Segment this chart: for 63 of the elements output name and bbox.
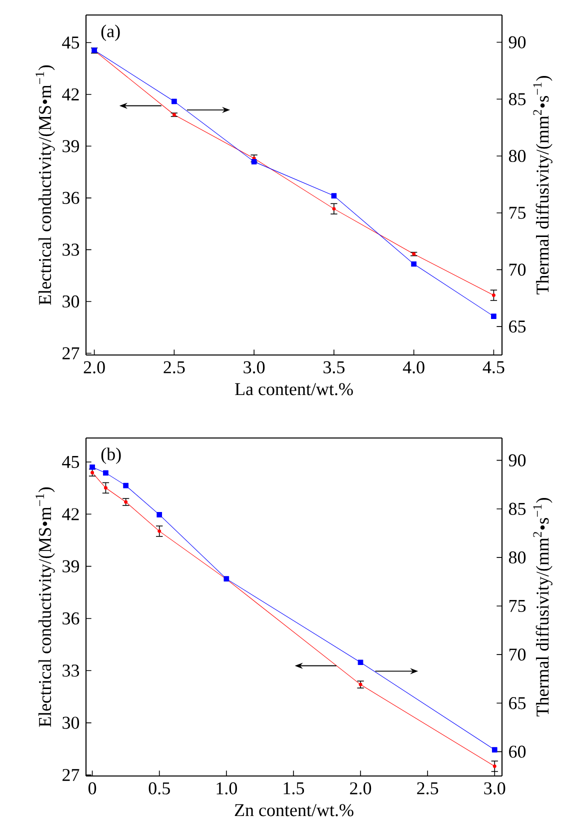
y2-tick-label: 75 bbox=[509, 600, 526, 612]
annotation: (b) bbox=[101, 448, 121, 464]
y-tick-label: 36 bbox=[62, 612, 80, 625]
y2-tick-label: 70 bbox=[509, 264, 526, 276]
point bbox=[172, 98, 177, 104]
point bbox=[411, 261, 416, 267]
x-tick-label: 4.5 bbox=[482, 361, 504, 374]
y-tick-label: 42 bbox=[62, 508, 79, 520]
y-axis-title: Electrical conductivity/(MS•m$^{−1}$) bbox=[36, 487, 55, 727]
y2-tick-label: 70 bbox=[509, 648, 526, 661]
y-tick-label: 45 bbox=[62, 36, 80, 49]
y2-axis-title: Thermal diffusivity/(mm$^{2}$•s$^{−1}$) bbox=[533, 76, 552, 294]
x-axis-title: Zn content/wt.% bbox=[234, 804, 354, 816]
x-axis-title: La content/wt.% bbox=[235, 383, 353, 396]
y2-tick-label: 80 bbox=[508, 551, 526, 564]
y-tick-label: 33 bbox=[62, 244, 80, 256]
x-tick-label: 3.5 bbox=[324, 361, 344, 374]
y2-tick-label: 80 bbox=[508, 150, 526, 162]
point bbox=[158, 529, 162, 533]
x-tick-label: 2.0 bbox=[350, 782, 372, 794]
point bbox=[492, 747, 498, 752]
y-tick-label: 33 bbox=[62, 664, 80, 677]
x-tick-label: 2.0 bbox=[84, 361, 105, 374]
y-tick-label: 30 bbox=[62, 295, 80, 308]
y2-tick-label: 90 bbox=[508, 36, 526, 48]
y2-tick-label: 85 bbox=[508, 93, 526, 106]
x-tick-label: 4.0 bbox=[402, 361, 424, 374]
x-tick-label: 3.0 bbox=[244, 361, 265, 374]
y-tick-label: 39 bbox=[62, 560, 79, 572]
y2-axis-title: Thermal diffusivity/(mm$^{2}$•s$^{−1}$) bbox=[533, 498, 552, 716]
x-tick-label: 2.5 bbox=[417, 782, 438, 794]
annotation: (a) bbox=[101, 24, 120, 41]
point bbox=[90, 464, 95, 470]
point bbox=[491, 314, 496, 319]
y-tick-label: 30 bbox=[62, 716, 80, 729]
y2-tick-label: 85 bbox=[508, 502, 526, 515]
y-tick-label: 42 bbox=[62, 88, 79, 100]
x-tick-label: 3.0 bbox=[484, 782, 506, 794]
y2-tick-label: 65 bbox=[509, 697, 526, 710]
x-tick-label: 2.5 bbox=[164, 361, 185, 374]
point bbox=[332, 207, 336, 211]
point bbox=[492, 764, 496, 768]
y-tick-label: 27 bbox=[62, 347, 80, 360]
y-tick-label: 27 bbox=[62, 768, 80, 781]
y-tick-label: 36 bbox=[62, 192, 80, 204]
point bbox=[156, 512, 162, 518]
point bbox=[492, 294, 496, 298]
x-tick-label: 0 bbox=[88, 782, 96, 794]
x-tick-label: 1.5 bbox=[284, 782, 304, 794]
point bbox=[104, 486, 108, 490]
y-tick-label: 45 bbox=[62, 456, 80, 468]
point bbox=[103, 470, 108, 476]
point bbox=[358, 660, 364, 666]
point bbox=[123, 482, 128, 488]
x-tick-label: 0.5 bbox=[148, 782, 170, 794]
y2-tick-label: 65 bbox=[509, 320, 526, 333]
y2-tick-label: 90 bbox=[508, 454, 526, 466]
y2-tick-label: 75 bbox=[509, 206, 526, 219]
point bbox=[331, 193, 337, 198]
y-tick-label: 39 bbox=[62, 140, 79, 152]
y2-tick-label: 60 bbox=[509, 746, 526, 758]
x-tick-label: 1.0 bbox=[216, 782, 237, 794]
y-axis-title: Electrical conductivity/(MS•m$^{−1}$) bbox=[36, 65, 55, 305]
